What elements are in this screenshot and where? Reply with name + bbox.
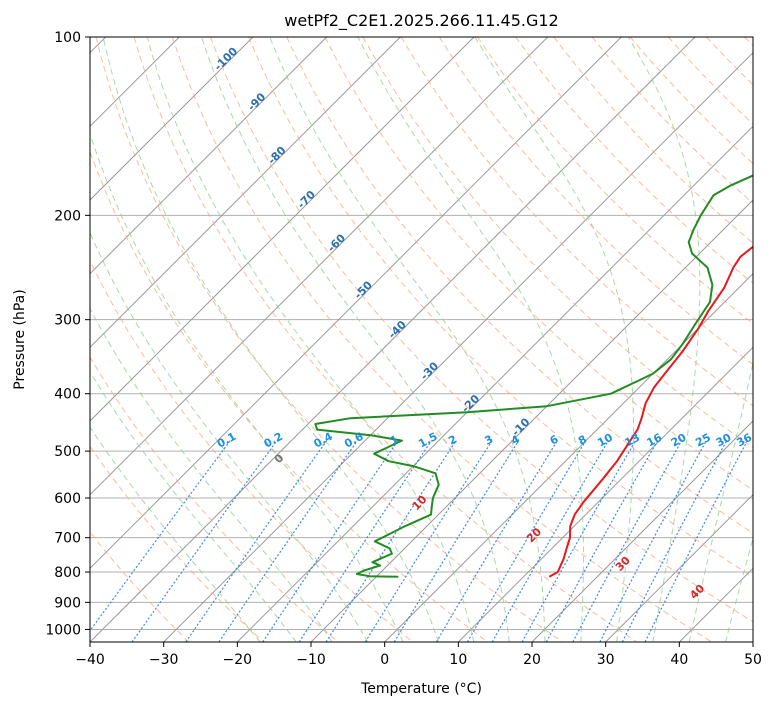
dry-adiabat-line — [210, 37, 753, 623]
isotherm-line — [90, 37, 475, 422]
moist-adiabat-line — [269, 37, 546, 642]
isotherm-line — [90, 37, 549, 496]
y-tick-label: 900 — [54, 595, 81, 611]
grid-layer — [90, 37, 753, 642]
x-tick-label: 40 — [670, 652, 688, 668]
mixing-ratio-label: 10 — [595, 431, 615, 450]
x-tick-label: 50 — [744, 652, 762, 668]
plot-area — [90, 37, 753, 642]
x-tick-label: 0 — [380, 652, 389, 668]
dry-adiabat-line — [248, 37, 753, 578]
y-tick-label: 500 — [54, 444, 81, 460]
mixing-ratio-line — [298, 440, 432, 642]
mixing-ratio-line — [435, 440, 558, 642]
dry-adiabat-line — [95, 37, 563, 642]
x-axis-label: Temperature (°C) — [360, 681, 482, 697]
isotherm-line — [384, 272, 753, 642]
isotherm-line — [90, 37, 328, 275]
moist-adiabat-line — [90, 132, 404, 642]
mixing-ratio-label: 25 — [693, 431, 713, 450]
moist-adiabat-line — [90, 370, 297, 642]
dry-adiabat-line — [591, 37, 753, 204]
y-tick-label: 200 — [54, 208, 81, 224]
mixing-ratio-label: 13 — [623, 431, 643, 450]
mixing-ratio-line — [393, 440, 520, 642]
dry-adiabat-line — [171, 37, 712, 642]
y-tick-label: 300 — [54, 313, 81, 329]
plot-frame — [89, 36, 754, 643]
axis-layer: −40 −30 −20 −10 0 10 20 30 40 50 100 200 300 400 500 60… — [45, 30, 762, 668]
dry-adiabat-line — [438, 37, 753, 366]
mixing-ratio-line — [572, 440, 683, 642]
mixing-ratio-line — [364, 440, 493, 642]
moist-adiabat-line — [102, 37, 439, 642]
dry-adiabat-line — [362, 37, 753, 449]
mixing-ratio-line — [545, 440, 659, 642]
moist-adiabat-line — [688, 360, 753, 642]
dry-adiabat-line — [133, 37, 638, 642]
y-tick-label: 800 — [54, 565, 81, 581]
isotherm-line — [90, 37, 401, 349]
x-tick-label: −30 — [149, 652, 179, 668]
mixing-ratio-line — [185, 440, 328, 642]
mixing-ratio-line — [491, 440, 609, 642]
y-tick-label: 400 — [54, 387, 81, 403]
isotherm-line — [90, 37, 696, 642]
x-tick-label: −20 — [223, 652, 253, 668]
x-tick-label: −10 — [296, 652, 326, 668]
moist-adiabat-line — [627, 37, 701, 642]
mixing-ratio-label: 36 — [734, 431, 754, 450]
y-tick-label: 1000 — [45, 622, 81, 638]
dry-adiabat-line — [324, 37, 753, 491]
chart-title: wetPf2_C2E1.2025.266.11.45.G12 — [284, 11, 558, 31]
x-tick-label: 20 — [523, 652, 541, 668]
mixing-ratio-line — [521, 440, 637, 642]
mixing-ratio-label: 20 — [669, 431, 689, 450]
y-tick-label: 600 — [54, 491, 81, 507]
x-tick-label: −40 — [75, 652, 105, 668]
mixing-ratio-label: 16 — [645, 431, 665, 450]
dry-adiabat-line — [553, 37, 753, 244]
mixing-ratio-line — [218, 440, 358, 642]
moist-adiabat-line — [357, 37, 584, 642]
dry-adiabat-line — [90, 259, 414, 642]
moist-adiabat-line — [90, 426, 261, 642]
moist-adiabat-line — [90, 231, 369, 642]
y-axis-label: Pressure (hPa) — [12, 289, 28, 389]
dry-adiabat-line — [286, 37, 753, 534]
moist-adiabat-line — [474, 37, 634, 642]
y-tick-label: 100 — [54, 30, 81, 46]
x-tick-label: 30 — [597, 652, 615, 668]
isotherm-line — [236, 125, 753, 642]
isotherm-line — [163, 51, 753, 642]
series-layer — [314, 174, 753, 578]
mixing-ratio-line — [466, 440, 587, 642]
temperature-profile-line — [548, 245, 753, 578]
isotherm-line — [457, 346, 753, 642]
dewpoint-profile-line — [314, 174, 753, 578]
moist-adiabat-line — [201, 37, 510, 642]
mixing-ratio-line — [644, 440, 748, 642]
dry-adiabat-line — [90, 356, 339, 642]
moist-adiabat-line — [725, 536, 753, 642]
isotherm-line — [605, 493, 753, 642]
y-tick-label: 700 — [54, 531, 81, 547]
moist-adiabat-line — [146, 37, 475, 642]
isotherm-line — [90, 37, 254, 201]
isotherm-line — [90, 37, 622, 570]
dry-adiabat-line — [400, 37, 753, 407]
dry-adiabat-line — [90, 445, 264, 642]
mixing-ratio-line — [90, 440, 231, 632]
isotherm-line — [531, 420, 753, 642]
mixing-ratio-line — [262, 440, 399, 642]
mixing-ratio-line — [131, 440, 278, 642]
x-tick-label: 10 — [449, 652, 467, 668]
mixing-ratio-label: 30 — [714, 431, 734, 450]
